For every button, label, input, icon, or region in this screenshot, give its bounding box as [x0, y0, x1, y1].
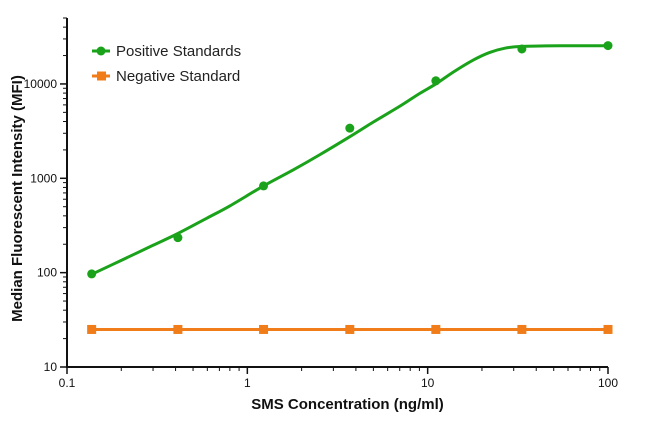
legend: Positive Standards Negative Standard [92, 43, 241, 85]
series-1 [87, 41, 613, 279]
data-point [603, 324, 613, 334]
data-point [431, 324, 441, 334]
y-tick-label: 100 [37, 266, 57, 280]
x-tick-label: 100 [598, 376, 618, 390]
data-point [517, 324, 527, 334]
data-point [87, 324, 97, 334]
legend-item: Negative Standard [92, 68, 240, 85]
legend-item: Positive Standards [92, 43, 241, 60]
legend-label: Positive Standards [116, 43, 241, 60]
ticks: 0.1 1 10 100 10 100 1000 10000 [24, 17, 618, 390]
data-point [345, 324, 355, 334]
y-tick-label: 10 [44, 360, 58, 374]
data-point [87, 269, 97, 279]
data-point [259, 181, 269, 191]
data-point [173, 233, 183, 243]
data-point [603, 41, 613, 51]
series-layer [87, 41, 613, 334]
legend-marker [97, 71, 106, 81]
x-tick-label: 1 [244, 376, 251, 390]
legend-marker [96, 46, 106, 56]
data-point [517, 44, 527, 54]
series-2 [87, 324, 613, 334]
y-tick-label: 1000 [30, 171, 57, 185]
y-axis-title: Median Fluorescent Intensity (MFI) [9, 75, 26, 322]
x-tick-label: 10 [421, 376, 435, 390]
data-point [431, 76, 441, 86]
x-axis-title: SMS Concentration (ng/ml) [251, 396, 444, 413]
y-tick-label: 10000 [24, 77, 58, 91]
data-point [259, 324, 269, 334]
series-line [91, 44, 608, 276]
legend-label: Negative Standard [116, 68, 240, 85]
data-point [173, 324, 183, 334]
x-tick-label: 0.1 [59, 376, 76, 390]
data-point [345, 123, 355, 133]
